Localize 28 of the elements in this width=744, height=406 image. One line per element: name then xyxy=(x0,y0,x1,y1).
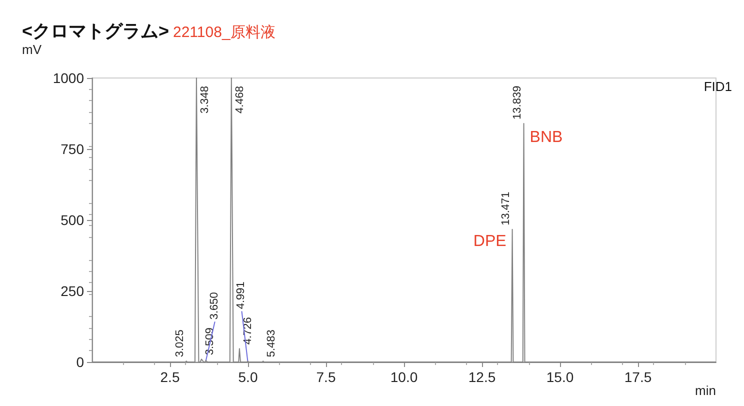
x-tick-label: 5.0 xyxy=(238,369,258,385)
chart-title: <クロマトグラム> xyxy=(22,21,170,41)
annotation: 13.471 xyxy=(500,192,512,226)
y-tick-label: 1000 xyxy=(52,70,84,86)
x-tick-label: 17.5 xyxy=(624,369,652,385)
annotation: FID1 xyxy=(704,79,732,94)
y-tick-label: 750 xyxy=(60,141,84,157)
x-tick-label: 7.5 xyxy=(316,369,336,385)
annotation: 4.726 xyxy=(242,317,254,345)
x-axis-title: min xyxy=(695,383,716,398)
annotation: 4.468 xyxy=(234,86,246,114)
x-tick-label: 2.5 xyxy=(160,369,180,385)
chart-subtitle: 221108_原料液 xyxy=(173,24,276,41)
annotation: 5.483 xyxy=(266,330,278,358)
x-tick-label: 12.5 xyxy=(468,369,496,385)
annotation: 4.991 xyxy=(235,282,248,310)
y-axis-title: mV xyxy=(22,42,42,57)
y-tick-label: 500 xyxy=(60,212,84,228)
x-tick-label: 15.0 xyxy=(546,369,574,385)
annotation: 13.839 xyxy=(511,86,524,120)
x-tick-label: 10.0 xyxy=(390,369,418,385)
annotation: 3.650 xyxy=(208,292,220,320)
annotation: BNB xyxy=(530,128,563,146)
annotation: 3.025 xyxy=(174,330,186,358)
annotation: DPE xyxy=(473,232,506,250)
annotation: 3.348 xyxy=(198,86,211,114)
y-tick-label: 0 xyxy=(76,354,84,370)
y-tick-label: 250 xyxy=(60,283,84,299)
